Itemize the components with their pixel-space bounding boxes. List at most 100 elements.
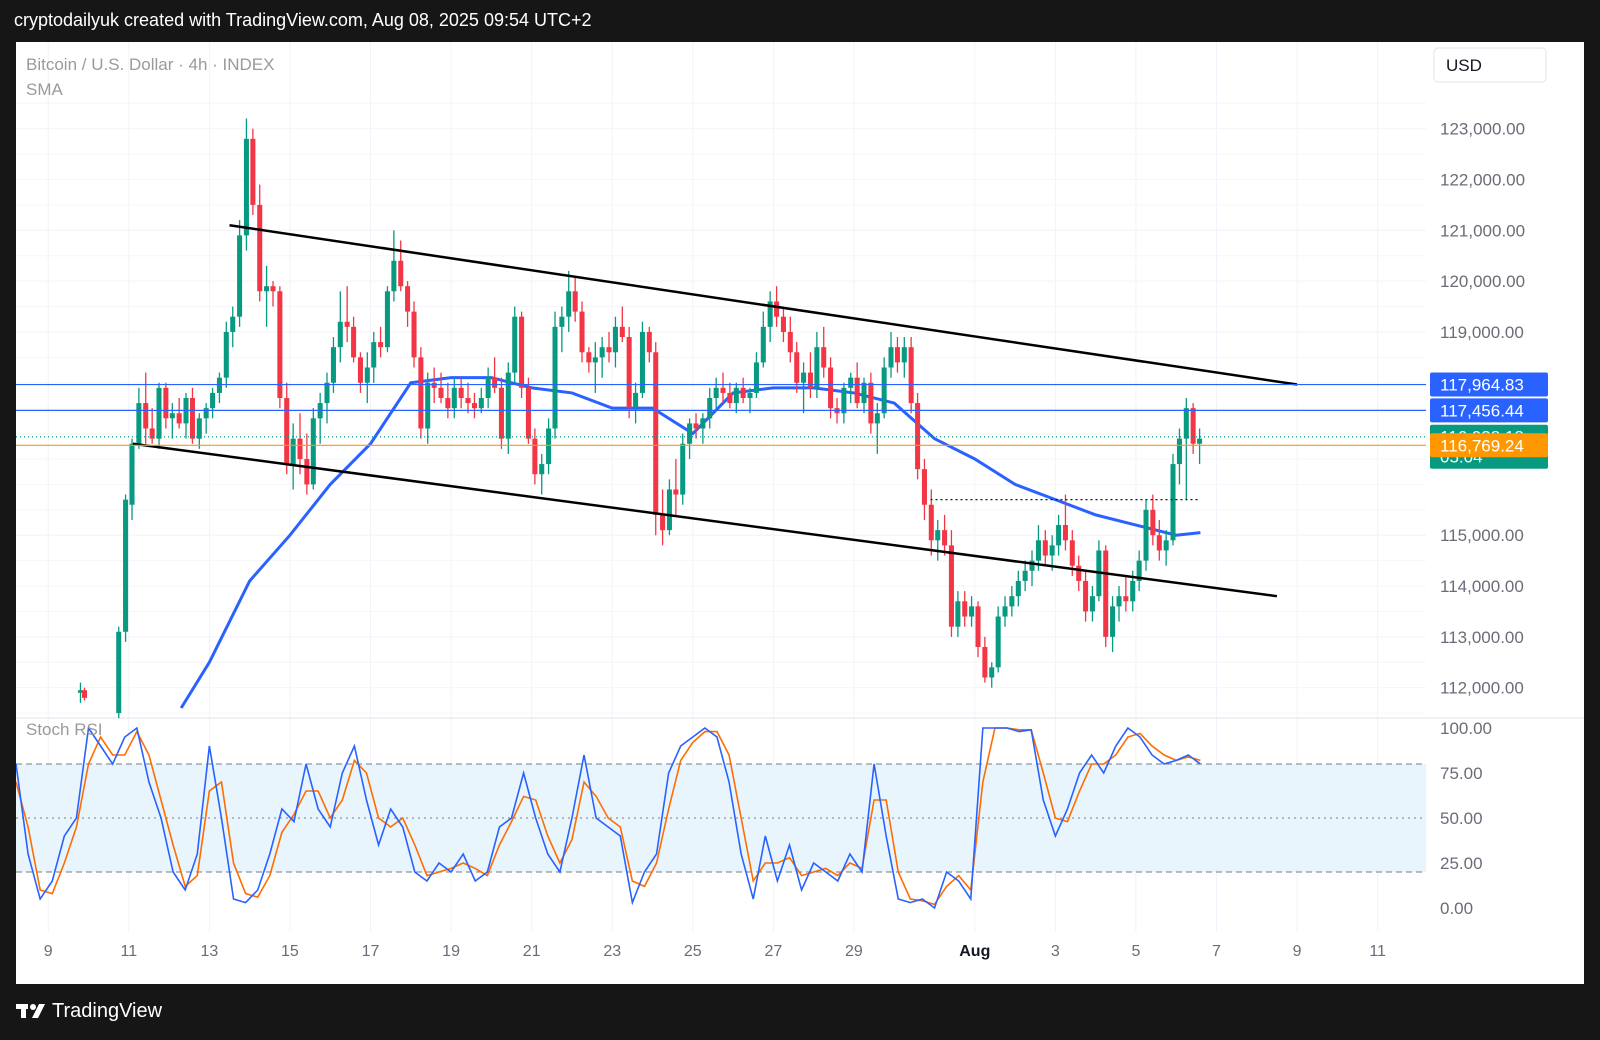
candle-body xyxy=(330,347,336,383)
candle xyxy=(841,382,847,424)
candle xyxy=(492,357,498,393)
candle-body xyxy=(163,387,169,419)
candle-body xyxy=(378,342,384,348)
candle-body xyxy=(1083,580,1089,612)
stoch-title[interactable]: Stoch RSI xyxy=(26,720,103,739)
candle xyxy=(566,270,572,332)
candle xyxy=(1002,596,1008,627)
candle-body xyxy=(176,413,182,424)
lower-channel-line xyxy=(132,442,1278,598)
candle-body xyxy=(1150,509,1156,536)
candle xyxy=(921,458,927,520)
candle-body xyxy=(935,530,941,541)
legend-symbol[interactable]: Bitcoin / U.S. Dollar · 4h · INDEX xyxy=(26,55,274,74)
candles xyxy=(77,118,1203,719)
candle xyxy=(1083,570,1089,622)
candle-body xyxy=(498,387,504,439)
candle xyxy=(572,276,578,322)
candle xyxy=(357,352,363,393)
candle-body xyxy=(203,408,209,419)
candle-body xyxy=(969,606,975,617)
x-tick-label: 11 xyxy=(120,943,137,960)
candle-body xyxy=(989,667,995,678)
candle xyxy=(431,367,437,404)
candle-body xyxy=(653,352,659,515)
stoch-tick-label: 75.00 xyxy=(1440,764,1483,783)
chart-panel: 9 11 13 15 17 19 21 23 25 27 29 Aug 3 5 7 9 11 123,000.00… xyxy=(15,42,1584,984)
candle xyxy=(753,352,759,398)
candle xyxy=(760,311,766,368)
x-tick-label: 7 xyxy=(1212,943,1221,960)
candle xyxy=(398,240,404,292)
candle-body xyxy=(767,301,773,327)
candle-body xyxy=(371,342,377,368)
candle xyxy=(519,311,525,398)
price-tick-label: 122,000.00 xyxy=(1440,170,1525,189)
price-tick-label: 121,000.00 xyxy=(1440,221,1525,240)
candle-body xyxy=(525,387,531,439)
candle xyxy=(230,306,236,348)
x-tick-label: 11 xyxy=(1369,943,1386,960)
candle-body xyxy=(1076,565,1082,581)
candle xyxy=(129,438,135,520)
candle xyxy=(848,372,854,404)
candle-body xyxy=(398,260,404,287)
candle xyxy=(646,326,652,363)
price-tick-label: 112,000.00 xyxy=(1440,679,1524,698)
candle xyxy=(123,494,129,642)
candle-body xyxy=(297,438,303,459)
candle-body xyxy=(250,138,256,205)
candle-body xyxy=(700,418,706,429)
candle xyxy=(955,591,961,637)
candle-body xyxy=(1042,540,1048,556)
candle xyxy=(626,326,632,419)
candle xyxy=(915,392,921,480)
candle-body xyxy=(1163,540,1169,551)
candle-body xyxy=(324,382,330,404)
candle-body xyxy=(546,428,552,465)
candle-body xyxy=(237,235,243,317)
footer-brand[interactable]: TradingView xyxy=(52,1000,163,1022)
candle xyxy=(1163,530,1169,566)
candle xyxy=(264,265,270,327)
candle-body xyxy=(874,413,880,424)
attribution-header: cryptodailyuk created with TradingView.c… xyxy=(14,10,592,30)
candle-body xyxy=(908,347,914,404)
candle-body xyxy=(310,418,316,485)
candle-body xyxy=(975,606,981,648)
candle xyxy=(1183,398,1189,500)
candle xyxy=(425,372,431,444)
candle-body xyxy=(1035,540,1041,561)
x-tick-label: 9 xyxy=(44,943,53,960)
currency-button[interactable]: USD xyxy=(1433,47,1547,83)
candle-body xyxy=(425,382,431,429)
candle xyxy=(210,387,216,419)
candle-body xyxy=(156,387,162,439)
candle-body xyxy=(633,392,639,409)
candle xyxy=(270,281,276,307)
candle-body xyxy=(921,469,927,505)
candle-body xyxy=(1103,550,1109,637)
candle-body xyxy=(660,514,666,531)
candle xyxy=(854,362,860,409)
candle-body xyxy=(962,601,968,617)
candle xyxy=(606,331,612,363)
candle xyxy=(928,489,934,556)
candle-body xyxy=(465,398,471,404)
candle-body xyxy=(1156,535,1162,551)
candle xyxy=(687,418,693,459)
candle xyxy=(1150,494,1156,546)
candle-body xyxy=(216,377,222,393)
price-label-box xyxy=(1430,433,1548,458)
candle xyxy=(1015,570,1021,607)
candle xyxy=(801,362,807,414)
candle xyxy=(81,687,88,701)
candle xyxy=(317,392,323,444)
candle-body xyxy=(1110,606,1116,637)
candle xyxy=(351,316,357,363)
candle xyxy=(1042,530,1048,566)
legend-indicator[interactable]: SMA xyxy=(26,80,64,99)
candle xyxy=(908,337,914,414)
candle-body xyxy=(485,377,491,398)
chart-svg[interactable]: 9 11 13 15 17 19 21 23 25 27 29 Aug 3 5 7 9 11 123,000.00… xyxy=(15,42,1584,984)
